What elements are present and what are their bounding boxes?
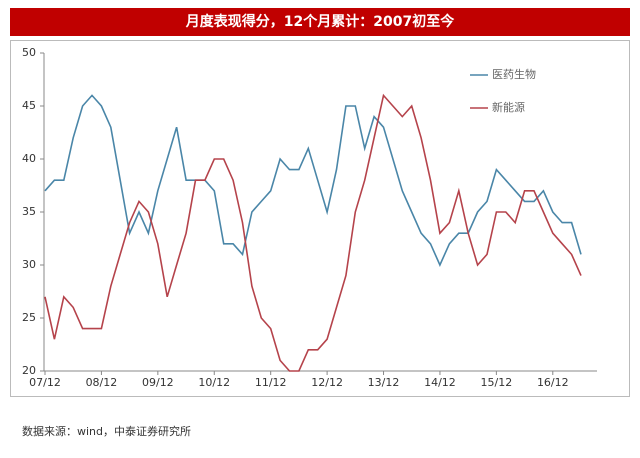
chart-frame — [10, 40, 630, 397]
x-tick-label: 11/12 — [255, 376, 287, 389]
series-line — [44, 93, 582, 372]
y-tick-label: 25 — [22, 311, 36, 324]
y-tick-label: 50 — [22, 46, 36, 59]
series-line — [44, 94, 582, 267]
x-tick-label: 12/12 — [311, 376, 343, 389]
x-tick-label: 15/12 — [481, 376, 513, 389]
x-tick-label: 07/12 — [29, 376, 61, 389]
legend-label: 医药生物 — [492, 67, 536, 81]
title-bar — [10, 8, 630, 36]
y-tick-label: 45 — [22, 99, 36, 112]
chart-title: 月度表现得分，12个月累计：2007初至今 — [185, 13, 454, 30]
y-tick-label: 35 — [22, 205, 36, 218]
y-tick-label: 20 — [22, 364, 36, 377]
x-tick-label: 09/12 — [142, 376, 174, 389]
y-tick-label: 40 — [22, 152, 36, 165]
x-tick-label: 16/12 — [537, 376, 569, 389]
x-tick-label: 13/12 — [368, 376, 400, 389]
legend-label: 新能源 — [492, 100, 525, 114]
x-tick-label: 08/12 — [86, 376, 118, 389]
x-tick-label: 10/12 — [198, 376, 230, 389]
source-note: 数据来源：wind，中泰证券研究所 — [22, 424, 191, 438]
x-tick-label: 14/12 — [424, 376, 456, 389]
y-tick-label: 30 — [22, 258, 36, 271]
